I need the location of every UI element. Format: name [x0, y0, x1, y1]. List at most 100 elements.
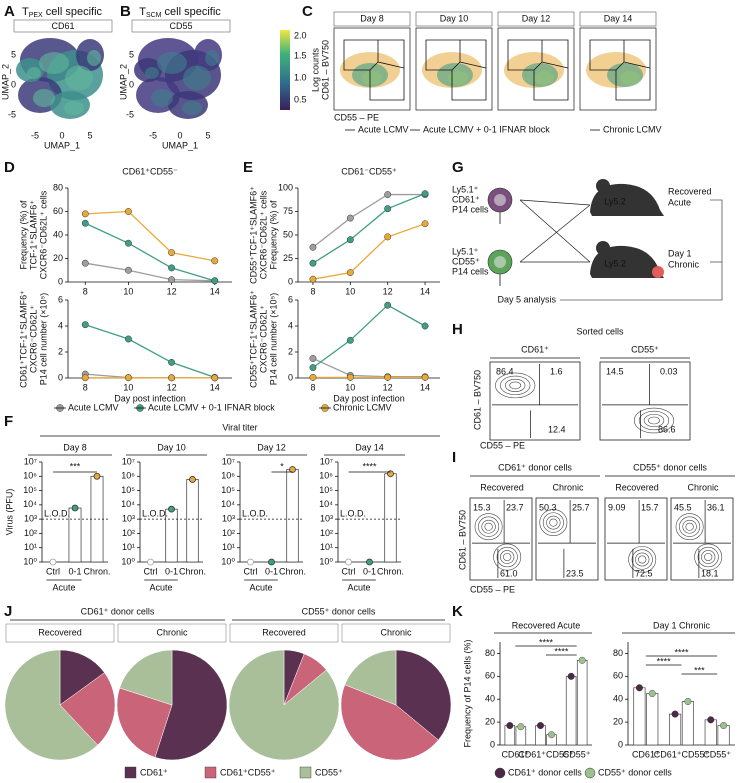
x-tick-label: Chron. — [83, 566, 110, 576]
x-tick-label: CD61⁺ — [501, 749, 529, 759]
panel-letter: J — [4, 603, 12, 620]
point — [536, 722, 544, 730]
x-tick-label: 12 — [167, 286, 177, 296]
umap-cells — [33, 89, 55, 107]
gate-value: 86.4 — [496, 366, 514, 376]
x-axis-label: Day post infection — [333, 393, 405, 403]
y-tick-label: 20 — [53, 253, 63, 263]
contour — [549, 518, 558, 527]
umap-title: TSCM cell specific — [139, 6, 221, 19]
column-header: Recovered — [480, 482, 524, 492]
y-tick-label: 75 — [283, 206, 293, 216]
x-tick-label: CD61⁺ — [632, 749, 660, 759]
umap-cells — [151, 89, 173, 107]
axis-label: UMAP_1 — [44, 140, 80, 150]
contour — [701, 550, 716, 564]
gate-value: 9.09 — [608, 502, 626, 512]
y-tick-label: 50 — [283, 229, 293, 239]
point — [211, 257, 219, 265]
x-tick-label: Ctrl — [144, 566, 158, 576]
y-tick-label: 10⁰ — [121, 556, 135, 566]
point — [309, 275, 317, 283]
legend-label: Acute LCMV — [358, 124, 409, 134]
bar — [384, 473, 397, 563]
cells-acute — [362, 71, 382, 85]
chart-title: CD61⁺CD55⁻ — [122, 166, 178, 176]
column-header: Recovered — [262, 627, 306, 637]
y-axis-label: P14 cell number (×10⁵) — [38, 293, 48, 386]
panel-letter: F — [4, 413, 13, 430]
axis-label: CD61 – BV750 — [320, 40, 330, 100]
legend-swatch — [584, 767, 596, 779]
point — [81, 321, 89, 329]
x-tick-label: 8 — [83, 382, 88, 392]
y-tick-label: 10⁵ — [319, 485, 333, 495]
contour — [478, 516, 500, 537]
point — [384, 233, 392, 241]
mouse — [590, 183, 664, 216]
title-rest: cell specific — [43, 6, 103, 18]
y-tick-label: 0 — [58, 372, 63, 382]
contour — [631, 549, 653, 570]
point — [81, 210, 89, 218]
y-axis-label: CXCR6⁻CD62L⁺ cells — [38, 190, 48, 279]
y-tick-label: 0 — [58, 276, 63, 286]
virus — [652, 266, 664, 278]
legend-label: CD55⁺ — [315, 767, 343, 777]
y-tick-label: 10⁵ — [23, 485, 37, 495]
column-header: Chronic — [380, 627, 412, 637]
point — [567, 672, 575, 680]
x-tick-label: 0-1 — [363, 566, 376, 576]
gate-value: 61.0 — [500, 568, 518, 578]
contour — [505, 378, 526, 392]
point — [707, 716, 715, 724]
umap-cells — [65, 65, 93, 91]
x-tick-label: CD55⁺ — [563, 749, 591, 759]
axis-label: CD55 – PE — [334, 112, 379, 122]
point — [124, 239, 132, 247]
point — [124, 335, 132, 343]
point — [268, 558, 275, 566]
sig-label: *** — [70, 461, 81, 471]
y-tick-label: 10³ — [320, 514, 333, 524]
pie-slice — [344, 649, 397, 706]
point — [189, 476, 196, 483]
series-line — [312, 304, 426, 369]
donor-label: P14 cells — [452, 204, 489, 214]
mouse-ear — [596, 241, 610, 255]
donor-label: CD61⁺ — [452, 194, 480, 204]
point — [346, 236, 354, 244]
gate — [425, 39, 487, 101]
axis-label: UMAP_2 — [118, 64, 128, 100]
bar — [186, 479, 199, 563]
x-tick-label: 12 — [167, 382, 177, 392]
bar — [90, 475, 104, 563]
x-tick-label: CD55⁺ — [703, 749, 731, 759]
y-tick-label: 10⁴ — [121, 499, 135, 509]
point — [671, 710, 679, 718]
point — [124, 266, 132, 274]
contour — [484, 522, 493, 531]
point — [346, 214, 354, 222]
cells-acute — [534, 71, 554, 85]
point — [548, 731, 556, 739]
recipient-label: Chronic — [668, 259, 700, 269]
y-tick-label: 80 — [53, 182, 63, 192]
tick-label: 5 — [129, 49, 134, 59]
gate — [607, 500, 665, 578]
gate — [589, 39, 651, 101]
panel-title: Day 14 — [355, 442, 384, 452]
lod-label: L.O.D. — [242, 509, 268, 519]
x-tick-label: 0-1 — [68, 566, 81, 576]
y-axis-label: CXCR6⁻CD62L⁺ — [28, 305, 38, 373]
y-axis-label: CXCR6⁻CD62L⁺ — [258, 305, 268, 373]
section-title: Viral titer — [222, 422, 257, 432]
y-tick-label: 4 — [288, 320, 293, 330]
gate-value: 12.4 — [548, 424, 566, 434]
legend-label: Acute LCMV + 0-1 IFNAR block — [423, 124, 550, 134]
contour — [474, 513, 503, 541]
bar — [565, 675, 577, 746]
title-sub: PEX — [29, 12, 43, 19]
sig-label: **** — [674, 647, 689, 657]
point — [168, 358, 176, 366]
